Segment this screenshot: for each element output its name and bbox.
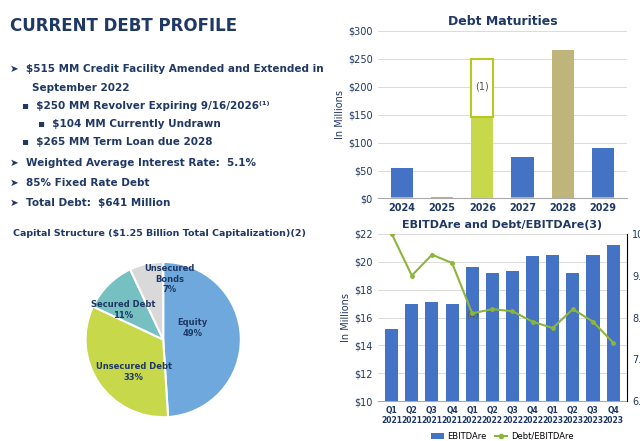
- Text: Capital Structure ($1.25 Billion Total Capitalization)(2): Capital Structure ($1.25 Billion Total C…: [13, 229, 306, 238]
- Text: CURRENT DEBT PROFILE: CURRENT DEBT PROFILE: [10, 18, 237, 35]
- Bar: [592, 148, 614, 198]
- Bar: [471, 117, 493, 198]
- Bar: [486, 273, 499, 441]
- Bar: [506, 271, 519, 441]
- Text: ➤  Total Debt:  $641 Million: ➤ Total Debt: $641 Million: [10, 198, 170, 208]
- Bar: [390, 168, 413, 198]
- Wedge shape: [93, 269, 163, 340]
- Bar: [466, 267, 479, 441]
- Wedge shape: [163, 262, 241, 417]
- Text: ➤  $515 MM Credit Facility Amended and Extended in: ➤ $515 MM Credit Facility Amended and Ex…: [10, 64, 323, 74]
- Bar: [405, 303, 419, 441]
- Text: ➤  Weighted Average Interest Rate:  5.1%: ➤ Weighted Average Interest Rate: 5.1%: [10, 158, 255, 168]
- Bar: [586, 255, 600, 441]
- Legend: Fixed Rate Notes, RCF (Drawn), RCF (Undrawn), Term Loan: Fixed Rate Notes, RCF (Drawn), RCF (Undr…: [377, 233, 628, 245]
- Wedge shape: [130, 262, 163, 340]
- Bar: [511, 157, 534, 198]
- Bar: [426, 302, 438, 441]
- Text: Secured Debt
11%: Secured Debt 11%: [91, 300, 155, 320]
- Y-axis label: In Millions: In Millions: [341, 293, 351, 342]
- Text: Unsecured Debt
33%: Unsecured Debt 33%: [95, 363, 172, 382]
- Text: (4): (4): [466, 311, 479, 320]
- Bar: [566, 273, 579, 441]
- Title: EBITDAre and Debt/EBITDAre(3): EBITDAre and Debt/EBITDAre(3): [403, 220, 602, 230]
- Text: Unsecured
Bonds
7%: Unsecured Bonds 7%: [144, 264, 195, 294]
- Bar: [445, 303, 459, 441]
- Bar: [385, 329, 398, 441]
- Title: Debt Maturities: Debt Maturities: [447, 15, 557, 28]
- Y-axis label: In Millions: In Millions: [335, 90, 345, 139]
- Wedge shape: [86, 306, 168, 417]
- Bar: [607, 245, 620, 441]
- Bar: [552, 50, 574, 198]
- Bar: [471, 59, 493, 117]
- Text: September 2022: September 2022: [32, 83, 129, 93]
- Text: ▪  $265 MM Term Loan due 2028: ▪ $265 MM Term Loan due 2028: [22, 137, 213, 147]
- Bar: [546, 255, 559, 441]
- Text: (1): (1): [476, 82, 489, 92]
- Text: ➤  85% Fixed Rate Debt: ➤ 85% Fixed Rate Debt: [10, 178, 149, 188]
- Polygon shape: [273, 0, 333, 53]
- Text: ▪  $250 MM Revolver Expiring 9/16/2026⁽¹⁾: ▪ $250 MM Revolver Expiring 9/16/2026⁽¹⁾: [22, 101, 270, 112]
- Legend: EBITDAre, Debt/EBITDAre: EBITDAre, Debt/EBITDAre: [428, 428, 577, 441]
- Text: ▪  $104 MM Currently Undrawn: ▪ $104 MM Currently Undrawn: [38, 120, 221, 129]
- Bar: [526, 256, 539, 441]
- Text: Equity
49%: Equity 49%: [177, 318, 208, 338]
